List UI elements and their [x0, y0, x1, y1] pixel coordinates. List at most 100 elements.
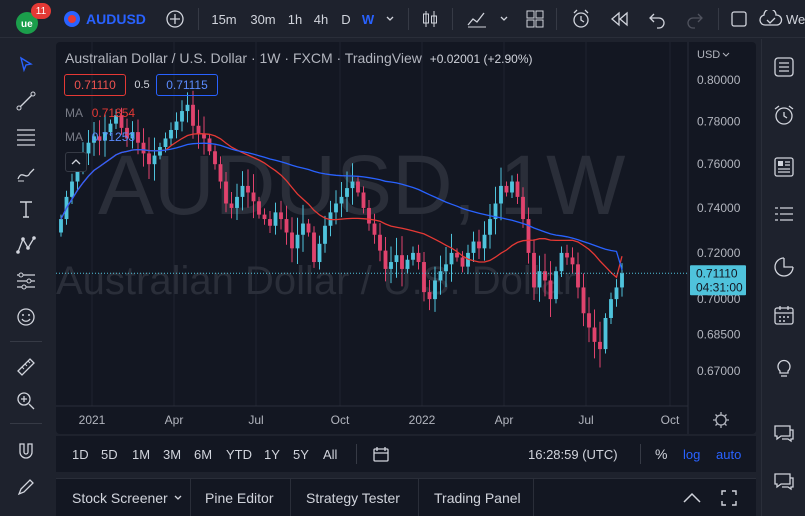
candle-body: [405, 259, 410, 269]
candle-body: [587, 313, 591, 328]
replay-icon[interactable]: [606, 0, 632, 38]
percent-scale-toggle[interactable]: %: [655, 446, 668, 462]
chart-pane[interactable]: AUDUSD, 1W Australian Dollar / U.S. Doll…: [56, 42, 756, 434]
indicators-icon[interactable]: [464, 0, 490, 38]
chart-settings-icon[interactable]: [713, 412, 729, 428]
candle-body: [526, 219, 531, 253]
candle-body: [163, 138, 168, 147]
go-to-date-icon[interactable]: [372, 436, 390, 472]
candle-body: [191, 104, 195, 126]
text-tool-icon[interactable]: [10, 193, 42, 225]
hotlist-icon[interactable]: [766, 249, 802, 285]
candle-body: [482, 234, 487, 249]
candle-body: [455, 252, 459, 258]
candle-body: [488, 219, 492, 235]
brush-icon[interactable]: [10, 157, 42, 189]
calendar-list-icon[interactable]: [766, 197, 802, 233]
watchlist-icon[interactable]: [766, 49, 802, 85]
price-tick-label: 0.80000: [697, 73, 741, 87]
ma-legend-2[interactable]: MA 0.71253: [65, 130, 136, 144]
range-all[interactable]: All: [323, 446, 338, 462]
toolbar-divider: [10, 341, 42, 342]
interval-w[interactable]: W: [361, 11, 375, 27]
sell-button[interactable]: 0.71110: [64, 74, 126, 96]
zoom-in-icon[interactable]: [10, 385, 42, 417]
interval-d[interactable]: D: [341, 11, 351, 27]
candle-body: [295, 234, 300, 249]
price-scale[interactable]: 0.80000 0.78000 0.76000 0.74000 0.72000 0.700…: [697, 73, 741, 378]
interval-1h[interactable]: 1h: [287, 11, 303, 27]
ma-legend-1[interactable]: MA 0.71854: [65, 106, 136, 120]
cloud-save-icon[interactable]: [758, 0, 784, 38]
fullscreen-box-icon[interactable]: [728, 0, 750, 38]
candle-body: [130, 132, 135, 139]
trend-line-icon[interactable]: [10, 85, 42, 117]
candle-body: [581, 287, 586, 314]
interval-15m[interactable]: 15m: [211, 11, 237, 27]
range-1m[interactable]: 1M: [132, 446, 151, 462]
last-price-value: 0.71110: [696, 266, 738, 280]
auto-scale-toggle[interactable]: auto: [716, 446, 742, 462]
redo-icon: [682, 0, 708, 38]
time-tick-label: Jul: [248, 413, 263, 427]
log-scale-toggle[interactable]: log: [683, 446, 701, 462]
candle-body: [174, 121, 179, 130]
right-toolbar: [761, 39, 805, 516]
candle-body: [202, 134, 206, 139]
indicators-dropdown-icon[interactable]: [496, 0, 512, 38]
candle-body: [213, 151, 217, 165]
emoji-icon[interactable]: [10, 301, 42, 333]
tab-strategy-tester[interactable]: Strategy Tester: [306, 490, 400, 506]
messages-icon[interactable]: [766, 463, 802, 499]
price-chart[interactable]: AUDUSD, 1W Australian Dollar / U.S. Doll…: [56, 42, 756, 434]
collapse-legend-button[interactable]: [65, 152, 87, 172]
save-label[interactable]: We: [786, 11, 805, 27]
time-scale[interactable]: 2021 Apr Jul Oct 2022 Apr Jul Oct: [79, 413, 680, 427]
utc-clock[interactable]: 16:28:59 (UTC): [528, 446, 618, 462]
interval-dropdown-icon[interactable]: [382, 0, 398, 38]
symbol-search[interactable]: AUDUSD: [86, 11, 146, 27]
undo-icon[interactable]: [644, 0, 670, 38]
buy-button[interactable]: 0.71115: [156, 74, 218, 96]
magnet-icon[interactable]: [10, 435, 42, 467]
maximize-panel-icon[interactable]: [720, 479, 738, 516]
news-icon[interactable]: [766, 149, 802, 185]
range-5d[interactable]: 5D: [101, 446, 118, 462]
tab-stock-screener[interactable]: Stock Screener: [72, 490, 168, 506]
prediction-icon[interactable]: [10, 265, 42, 297]
alert-icon[interactable]: [568, 0, 594, 38]
tab-trading-panel[interactable]: Trading Panel: [434, 490, 521, 506]
currency-label[interactable]: USD: [697, 49, 720, 61]
time-tick-label: Apr: [165, 413, 184, 427]
stock-screener-dropdown-icon[interactable]: [173, 479, 183, 516]
pattern-icon[interactable]: [10, 229, 42, 261]
range-1d[interactable]: 1D: [72, 446, 89, 462]
chat-icon[interactable]: [766, 415, 802, 451]
candles-icon[interactable]: [418, 0, 442, 38]
compare-add-icon[interactable]: [164, 0, 186, 38]
candle-body: [180, 111, 184, 122]
alarm-clock-icon[interactable]: [766, 97, 802, 133]
user-avatar[interactable]: ue: [10, 0, 44, 38]
spread-value: 0.5: [134, 79, 150, 91]
currency-dropdown-icon[interactable]: [722, 52, 730, 57]
calendar-icon[interactable]: [766, 297, 802, 333]
tab-pine-editor[interactable]: Pine Editor: [205, 490, 274, 506]
interval-4h[interactable]: 4h: [313, 11, 329, 27]
interval-30m[interactable]: 30m: [250, 11, 276, 27]
fib-retracement-icon[interactable]: [10, 121, 42, 153]
pencil-lock-icon[interactable]: [10, 471, 42, 503]
range-5y[interactable]: 5Y: [293, 446, 309, 462]
ruler-icon[interactable]: [10, 351, 42, 383]
chevron-up-icon[interactable]: [682, 479, 702, 516]
layouts-icon[interactable]: [522, 0, 548, 38]
cursor-icon[interactable]: [10, 49, 42, 81]
notification-badge[interactable]: 11: [31, 3, 51, 19]
range-ytd[interactable]: YTD: [226, 446, 252, 462]
range-6m[interactable]: 6M: [194, 446, 213, 462]
ideas-lightbulb-icon[interactable]: [766, 349, 802, 385]
range-3m[interactable]: 3M: [163, 446, 182, 462]
range-1y[interactable]: 1Y: [264, 446, 280, 462]
ma-value-1: 0.71854: [91, 106, 136, 120]
toolbar-divider: [10, 423, 42, 424]
